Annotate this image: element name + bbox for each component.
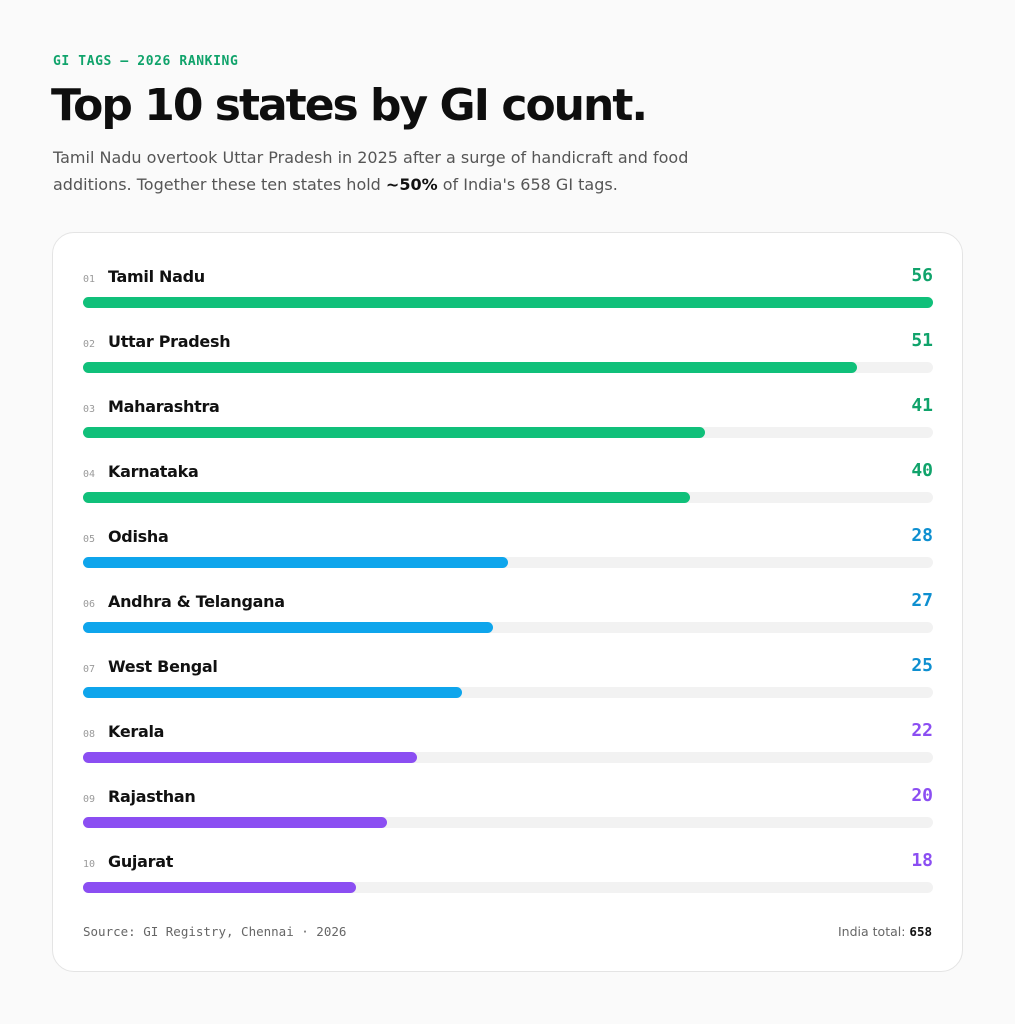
table-row: 06 Andhra & Telangana 27 <box>83 588 933 653</box>
ranking-list: 01 Tamil Nadu 56 02 Uttar Pradesh 51 03 Maharas… <box>83 263 933 913</box>
value-label: 28 <box>911 525 933 546</box>
state-label: Kerala <box>108 722 165 741</box>
state-label: Rajasthan <box>108 787 196 806</box>
value-label: 18 <box>911 850 933 871</box>
rank-label: 10 <box>83 859 96 870</box>
table-row: 04 Karnataka 40 <box>83 458 933 523</box>
value-label: 56 <box>911 265 933 286</box>
state-label: Karnataka <box>108 462 199 481</box>
bar <box>83 297 933 308</box>
source-note: Source: GI Registry, Chennai · 2026 <box>83 924 347 939</box>
eyebrow-label: GI TAGS — 2026 RANKING <box>53 54 239 69</box>
bar-track <box>83 557 933 568</box>
state-label: Andhra & Telangana <box>108 592 285 611</box>
state-label: Gujarat <box>108 852 174 871</box>
table-row: 01 Tamil Nadu 56 <box>83 263 933 328</box>
rank-label: 06 <box>83 599 96 610</box>
bar-track <box>83 297 933 308</box>
rank-label: 08 <box>83 729 96 740</box>
ranking-card: 01 Tamil Nadu 56 02 Uttar Pradesh 51 03 Maharas… <box>52 232 963 972</box>
india-total: India total: 658 <box>838 924 932 939</box>
bar-track <box>83 622 933 633</box>
value-label: 51 <box>911 330 933 351</box>
table-row: 03 Maharashtra 41 <box>83 393 933 458</box>
bar-track <box>83 492 933 503</box>
table-row: 10 Gujarat 18 <box>83 848 933 913</box>
bar <box>83 557 508 568</box>
rank-label: 01 <box>83 274 96 285</box>
subtitle-highlight: ~50% <box>385 175 438 194</box>
value-label: 20 <box>911 785 933 806</box>
rank-label: 05 <box>83 534 96 545</box>
bar <box>83 817 387 828</box>
bar-track <box>83 817 933 828</box>
bar-track <box>83 427 933 438</box>
table-row: 05 Odisha 28 <box>83 523 933 588</box>
value-label: 22 <box>911 720 933 741</box>
table-row: 02 Uttar Pradesh 51 <box>83 328 933 393</box>
page-subtitle: Tamil Nadu overtook Uttar Pradesh in 202… <box>53 144 733 198</box>
state-label: Maharashtra <box>108 397 220 416</box>
state-label: Odisha <box>108 527 169 546</box>
table-row: 07 West Bengal 25 <box>83 653 933 718</box>
bar-track <box>83 752 933 763</box>
state-label: Uttar Pradesh <box>108 332 231 351</box>
bar <box>83 687 462 698</box>
bar-track <box>83 362 933 373</box>
bar <box>83 362 857 373</box>
rank-label: 09 <box>83 794 96 805</box>
table-row: 08 Kerala 22 <box>83 718 933 783</box>
india-total-value: 658 <box>909 924 932 939</box>
bar-track <box>83 882 933 893</box>
rank-label: 04 <box>83 469 96 480</box>
value-label: 41 <box>911 395 933 416</box>
rank-label: 03 <box>83 404 96 415</box>
bar <box>83 752 417 763</box>
page-title: Top 10 states by GI count. <box>51 80 648 131</box>
value-label: 40 <box>911 460 933 481</box>
bar <box>83 492 690 503</box>
bar <box>83 427 705 438</box>
value-label: 27 <box>911 590 933 611</box>
table-row: 09 Rajasthan 20 <box>83 783 933 848</box>
subtitle-text-start: Tamil Nadu overtook Uttar Pradesh in 202… <box>53 148 689 194</box>
value-label: 25 <box>911 655 933 676</box>
rank-label: 02 <box>83 339 96 350</box>
bar <box>83 622 493 633</box>
rank-label: 07 <box>83 664 96 675</box>
bar-track <box>83 687 933 698</box>
bar <box>83 882 356 893</box>
subtitle-text-end: of India's 658 GI tags. <box>437 175 618 194</box>
state-label: West Bengal <box>108 657 218 676</box>
state-label: Tamil Nadu <box>108 267 205 286</box>
india-total-label: India total: <box>838 924 910 939</box>
